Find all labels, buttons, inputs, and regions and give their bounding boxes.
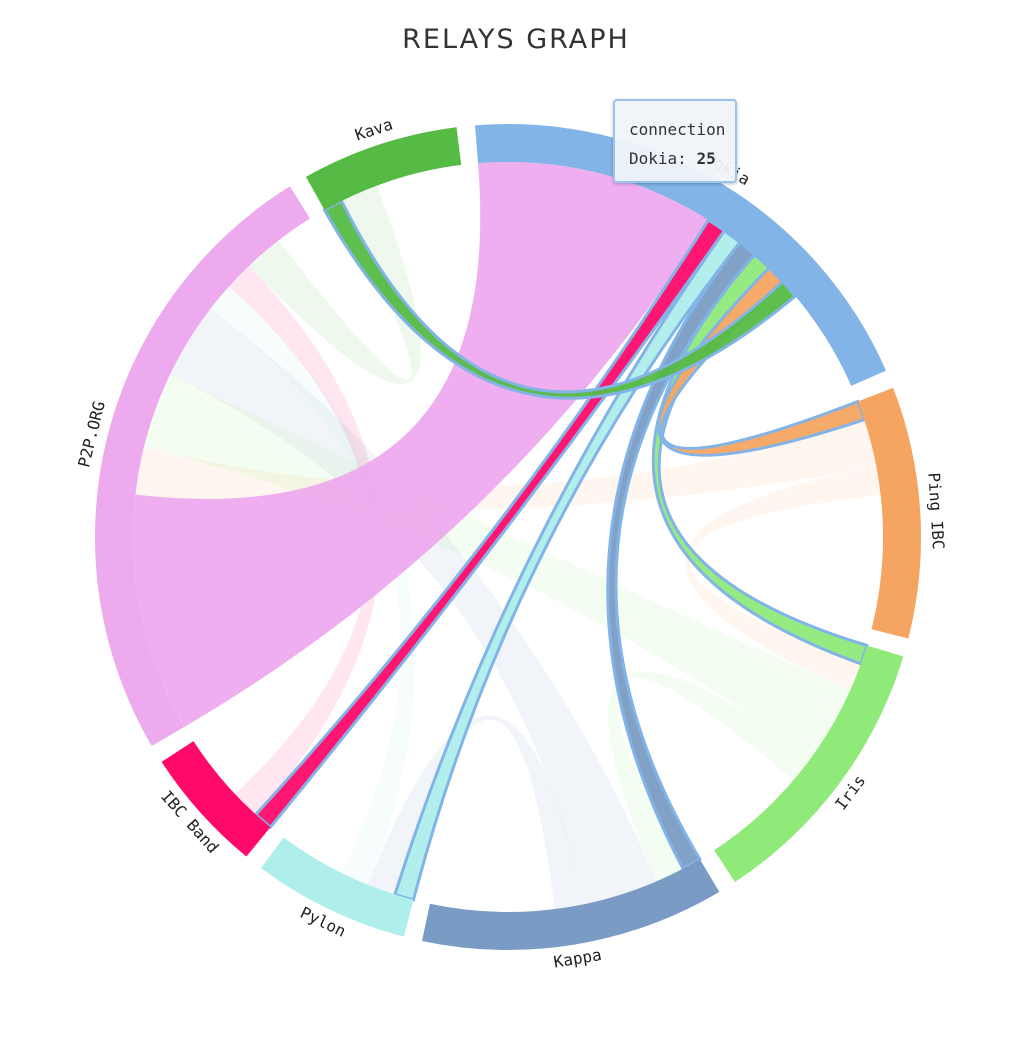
arc-p2p-org[interactable]	[95, 186, 310, 747]
chord-ping-ibc-iris[interactable]	[685, 466, 881, 691]
tooltip-value: 25	[696, 149, 716, 168]
chord-iris-kappa[interactable]	[607, 671, 812, 882]
chart-title: RELAYS GRAPH	[402, 24, 630, 55]
tooltip: connection Dokia: 25	[613, 99, 737, 183]
label-kappa: Kappa	[552, 945, 603, 972]
label-ping-ibc: Ping IBC	[924, 472, 948, 550]
label-kava: Kava	[353, 114, 396, 144]
arc-ping-ibc[interactable]	[857, 387, 921, 639]
tooltip-separator: :	[677, 149, 687, 168]
tooltip-group-name: Dokia	[629, 149, 678, 168]
arc-kava[interactable]	[305, 127, 462, 210]
chord-kappa-p2p-org[interactable]	[169, 308, 657, 905]
chord-kappa-pylon[interactable]	[367, 715, 584, 910]
highlighted-chords-layer	[133, 161, 869, 902]
tooltip-heading: connection	[629, 120, 726, 139]
chord-dokia-pylon[interactable]	[393, 228, 743, 902]
chord-pylon-p2p-org[interactable]	[210, 286, 415, 885]
arc-iris[interactable]	[714, 645, 904, 882]
chord-dokia-p2p-org[interactable]	[133, 161, 709, 727]
arc-pylon[interactable]	[260, 837, 414, 937]
arc-ibc-band[interactable]	[161, 741, 271, 857]
chord-kava-p2p-org[interactable]	[249, 185, 422, 384]
chord-ibc-band-p2p-org[interactable]	[228, 265, 381, 815]
arc-kappa[interactable]	[421, 859, 720, 950]
chord-iris-p2p-org[interactable]	[143, 374, 851, 758]
